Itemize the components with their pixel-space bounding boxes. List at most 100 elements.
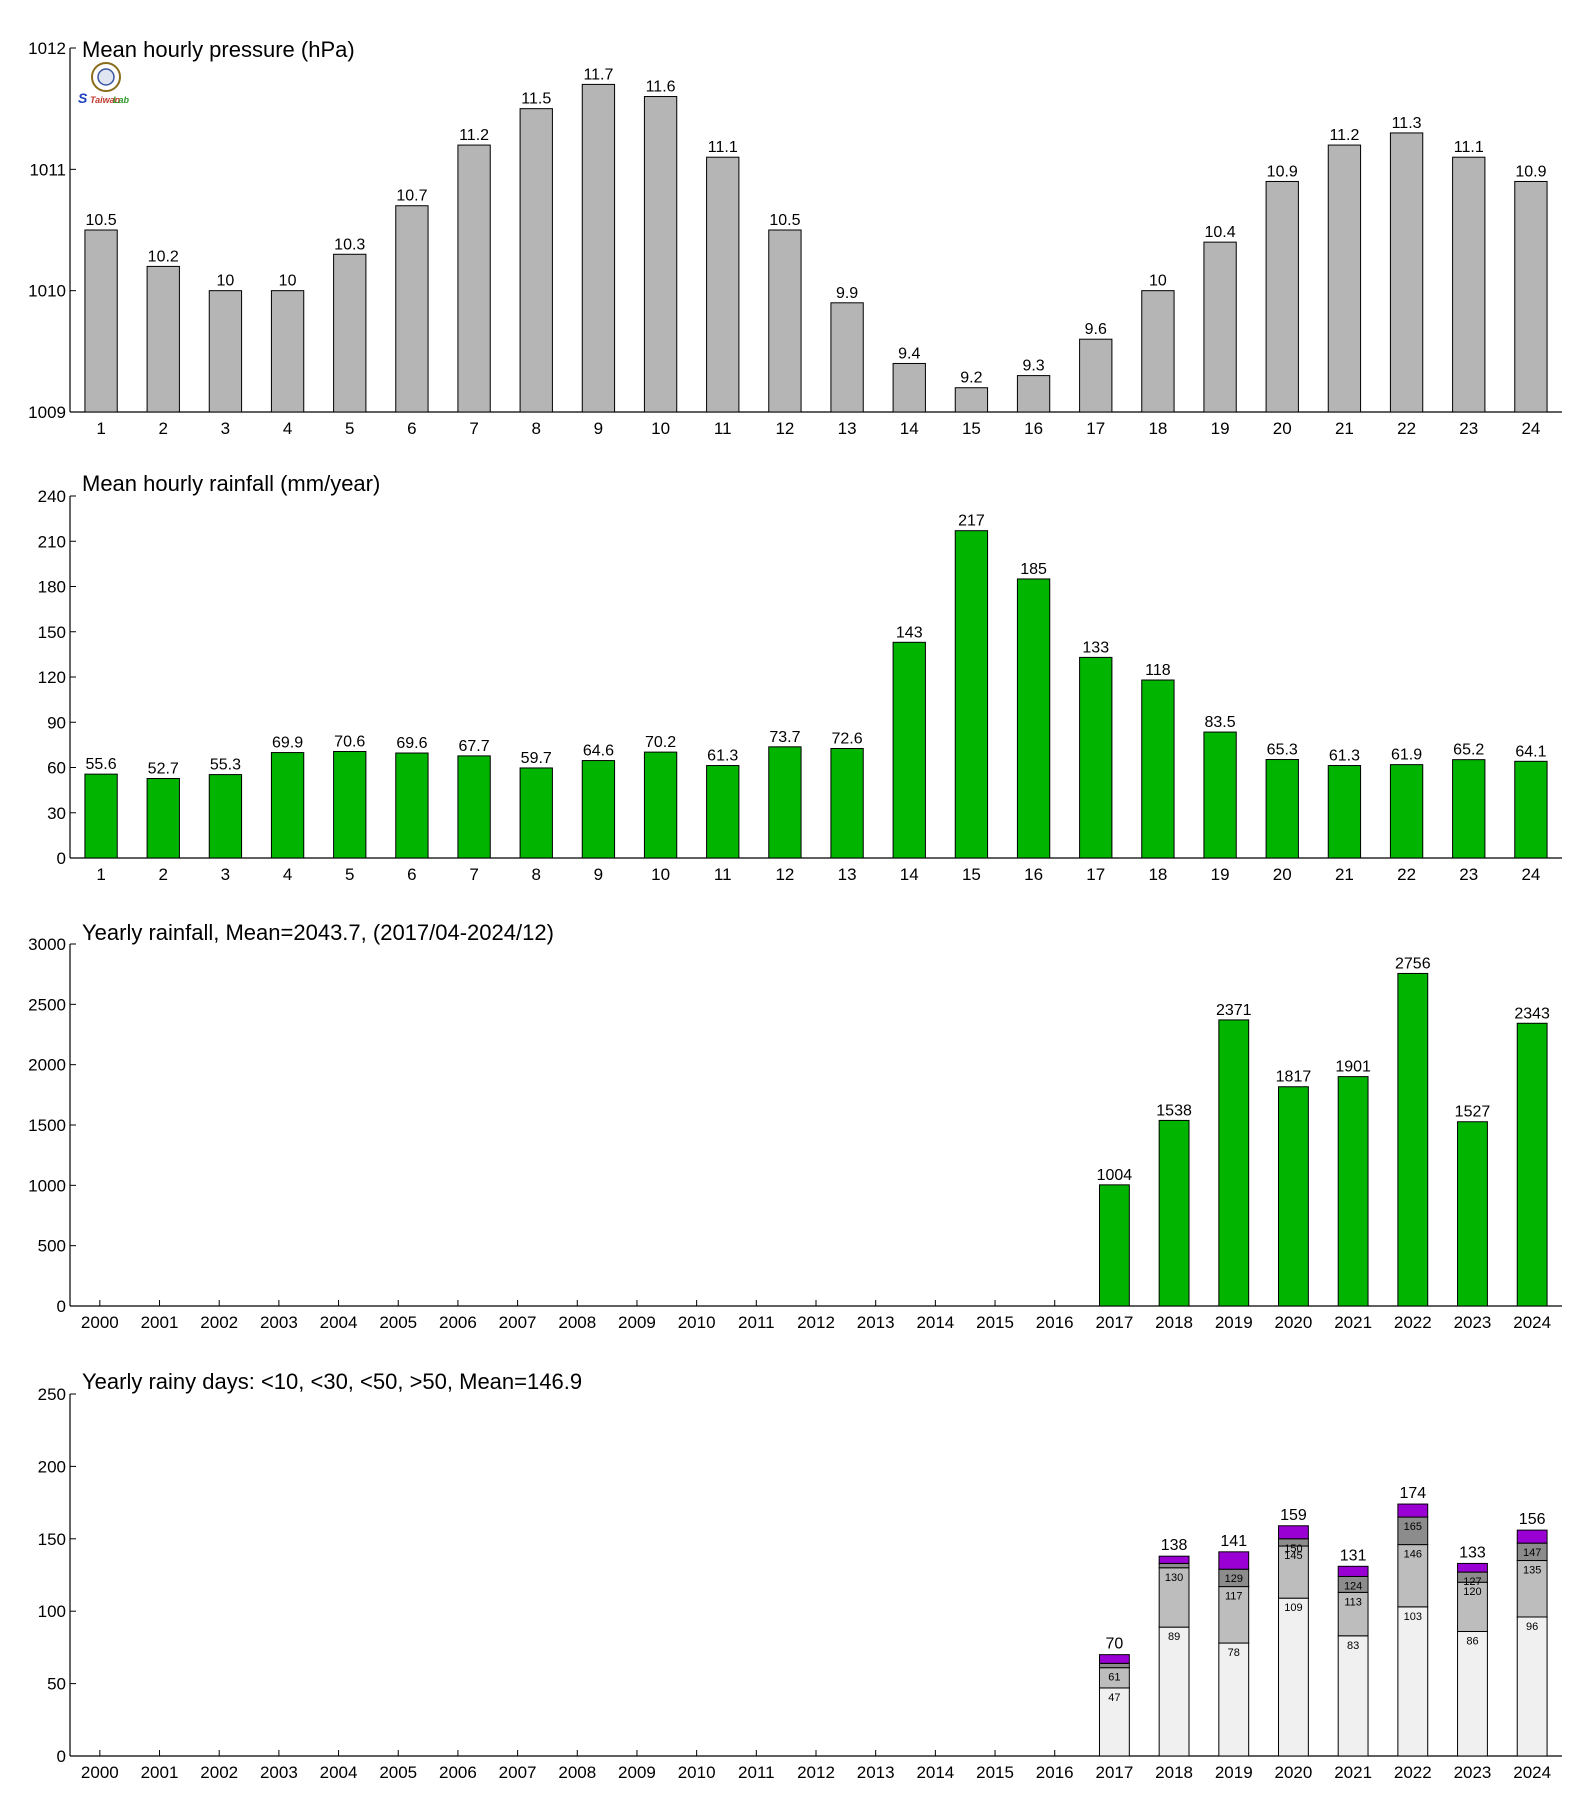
bar bbox=[1389, 764, 1424, 859]
x-tick-label: 2020 bbox=[1275, 1763, 1313, 1782]
data-label: 72.6 bbox=[832, 730, 863, 747]
data-label: 10.2 bbox=[148, 248, 179, 265]
segment-label: 129 bbox=[1225, 1573, 1243, 1585]
x-tick-label: 14 bbox=[900, 419, 919, 438]
x-tick-label: 7 bbox=[469, 865, 478, 884]
y-tick-label: 2000 bbox=[28, 1056, 66, 1075]
y-tick-label: 250 bbox=[38, 1385, 66, 1404]
data-label: 55.6 bbox=[86, 756, 117, 773]
data-label: 70.2 bbox=[645, 734, 676, 751]
bar bbox=[1016, 578, 1051, 859]
bar-segment bbox=[1218, 1551, 1250, 1570]
x-tick-label: 5 bbox=[345, 865, 354, 884]
x-tick-label: 2003 bbox=[260, 1313, 298, 1332]
x-tick-label: 3 bbox=[221, 865, 230, 884]
y-tick-label: 0 bbox=[57, 1297, 66, 1316]
x-tick-label: 9 bbox=[594, 419, 603, 438]
x-tick-label: 2005 bbox=[379, 1763, 417, 1782]
x-tick-label: 7 bbox=[469, 419, 478, 438]
data-label: 11.7 bbox=[583, 66, 613, 83]
bar bbox=[208, 290, 243, 413]
x-tick-label: 4 bbox=[283, 865, 292, 884]
x-tick-label: 2014 bbox=[916, 1313, 954, 1332]
x-tick-label: 18 bbox=[1148, 419, 1167, 438]
data-label: 11.2 bbox=[459, 127, 489, 144]
segment-label: 130 bbox=[1165, 1572, 1183, 1584]
x-tick-label: 2024 bbox=[1513, 1763, 1551, 1782]
x-tick-label: 2022 bbox=[1394, 1313, 1432, 1332]
x-tick-label: 2014 bbox=[916, 1763, 954, 1782]
x-tick-label: 2011 bbox=[738, 1313, 775, 1332]
y-tick-label: 0 bbox=[57, 849, 66, 868]
data-label: 9.2 bbox=[960, 370, 982, 387]
x-tick-label: 16 bbox=[1024, 865, 1043, 884]
bar-segment bbox=[1337, 1565, 1369, 1577]
data-label: 70.6 bbox=[334, 734, 365, 751]
bar-segment bbox=[1158, 1567, 1190, 1628]
x-tick-label: 23 bbox=[1459, 419, 1478, 438]
x-tick-label: 2023 bbox=[1454, 1313, 1492, 1332]
panel-yearly-rainfall: Yearly rainfall, Mean=2043.7, (2017/04-2… bbox=[28, 920, 1562, 1332]
total-label: 159 bbox=[1280, 1507, 1307, 1524]
data-label: 52.7 bbox=[148, 761, 179, 778]
bar bbox=[706, 156, 740, 413]
data-label: 64.6 bbox=[583, 743, 614, 760]
bar bbox=[1514, 760, 1548, 859]
x-tick-label: 3 bbox=[221, 419, 230, 438]
y-tick-label: 200 bbox=[38, 1457, 66, 1476]
x-tick-label: 2 bbox=[159, 865, 168, 884]
data-label: 10.3 bbox=[334, 236, 365, 253]
segment-label: 83 bbox=[1347, 1640, 1359, 1652]
x-tick-label: 2001 bbox=[141, 1763, 179, 1782]
x-tick-label: 2004 bbox=[320, 1763, 358, 1782]
data-label: 11.1 bbox=[708, 139, 738, 156]
panel-mean-hourly-rainfall: Mean hourly rainfall (mm/year) 030609012… bbox=[38, 471, 1562, 884]
data-label: 10 bbox=[217, 273, 235, 290]
bar bbox=[1452, 759, 1486, 859]
y-tick-label: 100 bbox=[38, 1602, 66, 1621]
logo-seal-inner bbox=[97, 68, 115, 86]
total-label: 70 bbox=[1106, 1636, 1124, 1653]
segment-label: 86 bbox=[1466, 1635, 1478, 1647]
data-label: 11.3 bbox=[1392, 115, 1422, 132]
y-tick-label: 1000 bbox=[28, 1176, 66, 1195]
bar bbox=[1516, 1022, 1548, 1307]
bar bbox=[457, 755, 491, 859]
x-tick-label: 8 bbox=[532, 419, 541, 438]
x-tick-label: 5 bbox=[345, 419, 354, 438]
y-tick-label: 50 bbox=[47, 1675, 66, 1694]
data-label: 10.9 bbox=[1267, 163, 1298, 180]
x-tick-label: 2019 bbox=[1215, 1763, 1253, 1782]
data-label: 11.5 bbox=[521, 91, 551, 108]
bar bbox=[457, 144, 491, 413]
x-tick-label: 21 bbox=[1335, 865, 1354, 884]
x-tick-label: 11 bbox=[714, 419, 732, 438]
y-tick-label: 2500 bbox=[28, 995, 66, 1014]
x-tick-label: 6 bbox=[407, 865, 416, 884]
x-tick-label: 2010 bbox=[678, 1313, 716, 1332]
x-tick-label: 9 bbox=[594, 865, 603, 884]
x-tick-label: 2017 bbox=[1095, 1313, 1133, 1332]
bar bbox=[270, 752, 305, 859]
data-label: 55.3 bbox=[210, 757, 241, 774]
bar bbox=[830, 747, 864, 859]
bar bbox=[768, 746, 802, 859]
data-label: 143 bbox=[896, 624, 923, 641]
x-tick-label: 2015 bbox=[976, 1313, 1014, 1332]
x-tick-label: 6 bbox=[407, 419, 416, 438]
data-label: 2343 bbox=[1514, 1005, 1550, 1022]
bar bbox=[1218, 1019, 1250, 1307]
bar-segment bbox=[1397, 1606, 1429, 1757]
bar-segment bbox=[1158, 1626, 1190, 1757]
x-tick-label: 12 bbox=[775, 419, 794, 438]
data-label: 133 bbox=[1082, 639, 1109, 656]
y-tick-label: 210 bbox=[38, 532, 66, 551]
bar bbox=[1158, 1119, 1190, 1307]
data-label: 61.9 bbox=[1391, 747, 1422, 764]
x-tick-label: 2016 bbox=[1036, 1763, 1074, 1782]
bar bbox=[1203, 731, 1237, 859]
x-tick-label: 2022 bbox=[1394, 1763, 1432, 1782]
x-tick-label: 10 bbox=[651, 419, 670, 438]
segment-label: 150 bbox=[1284, 1543, 1302, 1555]
x-tick-label: 2008 bbox=[558, 1313, 596, 1332]
